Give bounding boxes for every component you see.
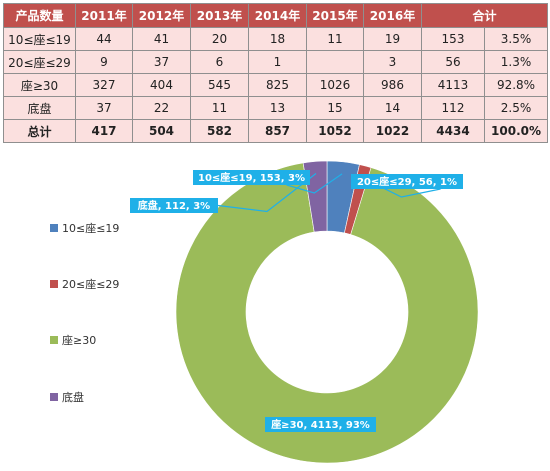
legend-label: 底盘 [62, 390, 84, 404]
total-cell: 112 [421, 96, 485, 120]
legend-label: 20≤座≤29 [62, 277, 119, 291]
share-cell: 1.3% [483, 50, 549, 74]
table-cell: 11 [306, 27, 364, 51]
table-row: 10≤座≤19 44 41 20 18 11 19 153 3.5% [3, 27, 549, 51]
table-total-row: 总计 417 504 582 857 1052 1022 4434 100.0% [3, 119, 549, 143]
table-cell: 44 [75, 27, 133, 51]
data-label: 底盘, 112, 3% [138, 199, 210, 212]
doughnut-chart: 10≤座≤19, 153, 3% 20≤座≤29, 56, 1% 座≥30, 411… [50, 160, 479, 464]
table-cell: 15 [306, 96, 364, 120]
table-cell: 37 [75, 96, 133, 120]
data-label-box [193, 170, 310, 185]
share-cell: 92.8% [483, 73, 549, 97]
table-cell: 857 [248, 119, 307, 143]
share-cell: 100.0% [483, 119, 549, 143]
table-cell: 545 [190, 73, 249, 97]
header-cell-product: 产品数量 [3, 3, 76, 28]
table-cell: 13 [248, 96, 307, 120]
legend-swatch [50, 393, 58, 401]
legend-swatch [50, 224, 58, 232]
total-cell: 153 [421, 27, 485, 51]
table-cell: 986 [363, 73, 422, 97]
data-label-box [265, 417, 376, 432]
table-cell: 1 [248, 50, 307, 74]
table-row: 底盘 37 22 11 13 15 14 112 2.5% [3, 96, 549, 120]
row-label: 底盘 [3, 96, 76, 120]
table-cell: 19 [363, 27, 422, 51]
table-cell: 11 [190, 96, 249, 120]
total-cell: 4113 [421, 73, 485, 97]
table-cell: 404 [132, 73, 191, 97]
row-label: 座≥30 [3, 73, 76, 97]
data-table: 产品数量 2011年 2012年 2013年 2014年 2015年 2016年… [3, 3, 549, 143]
table-row: 20≤座≤29 9 37 6 1 3 56 1.3% [3, 50, 549, 74]
table-cell: 37 [132, 50, 191, 74]
table-cell: 504 [132, 119, 191, 143]
legend-label: 10≤座≤19 [62, 221, 119, 235]
leader-line [286, 173, 343, 194]
table-cell: 582 [190, 119, 249, 143]
data-label: 20≤座≤29, 56, 1% [357, 175, 457, 188]
data-label-box [130, 198, 218, 213]
chart-data-labels: 10≤座≤19, 153, 3% 20≤座≤29, 56, 1% 座≥30, 411… [130, 170, 463, 432]
legend-label: 座≥30 [62, 333, 96, 347]
header-cell-2014: 2014年 [248, 3, 307, 28]
table-cell: 1022 [363, 119, 422, 143]
table-cell: 9 [75, 50, 133, 74]
row-label: 总计 [3, 119, 76, 143]
table-cell: 18 [248, 27, 307, 51]
table-cell: 825 [248, 73, 307, 97]
table-cell: 20 [190, 27, 249, 51]
table-cell: 14 [363, 96, 422, 120]
legend-swatch [50, 336, 58, 344]
chart-legend: 10≤座≤19 20≤座≤29 座≥30 底盘 [50, 221, 119, 404]
table-cell: 1026 [306, 73, 364, 97]
header-cell-2015: 2015年 [306, 3, 364, 28]
table-cell: 327 [75, 73, 133, 97]
total-cell: 56 [421, 50, 485, 74]
table-cell: 1052 [306, 119, 364, 143]
table-row: 座≥30 327 404 545 825 1026 986 4113 92.8% [3, 73, 549, 97]
row-label: 10≤座≤19 [3, 27, 76, 51]
table-cell [306, 50, 364, 74]
table-cell: 6 [190, 50, 249, 74]
header-cell-2013: 2013年 [190, 3, 249, 28]
table-cell: 417 [75, 119, 133, 143]
legend-swatch [50, 280, 58, 288]
data-label-box [351, 174, 463, 189]
header-cell-total: 合计 [420, 3, 549, 28]
row-label: 20≤座≤29 [3, 50, 76, 74]
header-cell-2012: 2012年 [132, 3, 191, 28]
table-cell: 22 [132, 96, 191, 120]
total-cell: 4434 [421, 119, 485, 143]
data-label: 座≥30, 4113, 93% [270, 418, 370, 431]
data-label: 10≤座≤19, 153, 3% [198, 171, 305, 184]
table-cell: 41 [132, 27, 191, 51]
header-cell-2011: 2011年 [75, 3, 133, 28]
share-cell: 2.5% [483, 96, 549, 120]
leader-line [217, 173, 317, 213]
table-cell: 3 [363, 50, 422, 74]
header-cell-2016: 2016年 [363, 3, 422, 28]
slice-3 [175, 162, 479, 464]
table-header-row: 产品数量 2011年 2012年 2013年 2014年 2015年 2016年… [3, 3, 549, 28]
share-cell: 3.5% [483, 27, 549, 51]
